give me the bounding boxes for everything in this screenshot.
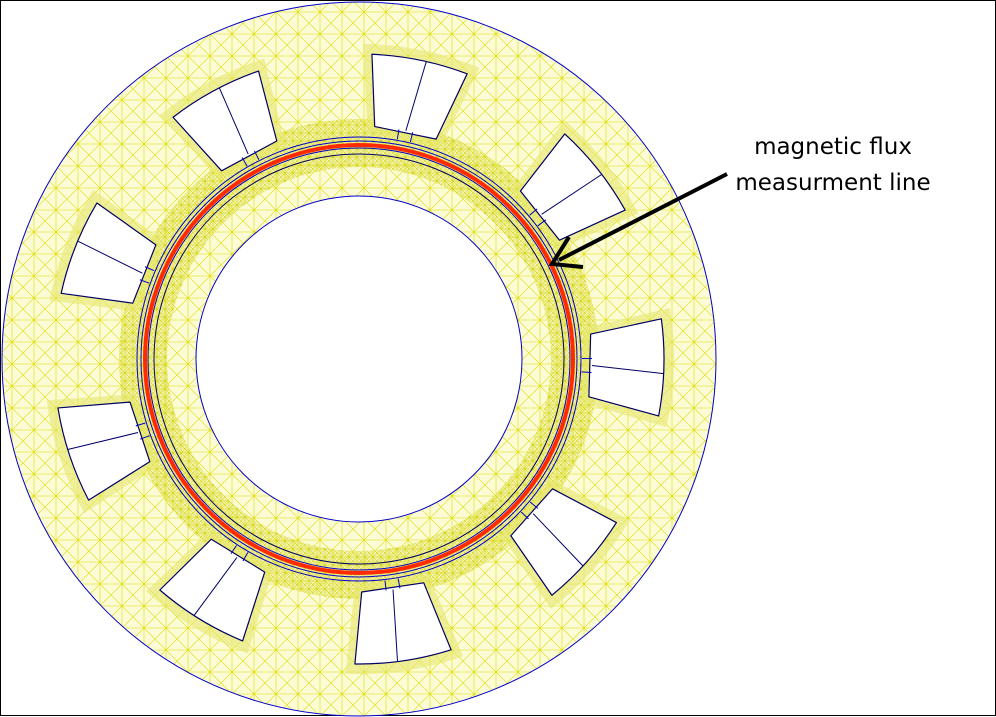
slot-opening-edge [582, 372, 592, 373]
annotation-line-2: measurment line [713, 165, 953, 201]
annotation-label: magnetic flux measurment line [713, 129, 953, 201]
annotation-line-1: magnetic flux [713, 129, 953, 165]
inner-bore-boundary [196, 196, 522, 522]
